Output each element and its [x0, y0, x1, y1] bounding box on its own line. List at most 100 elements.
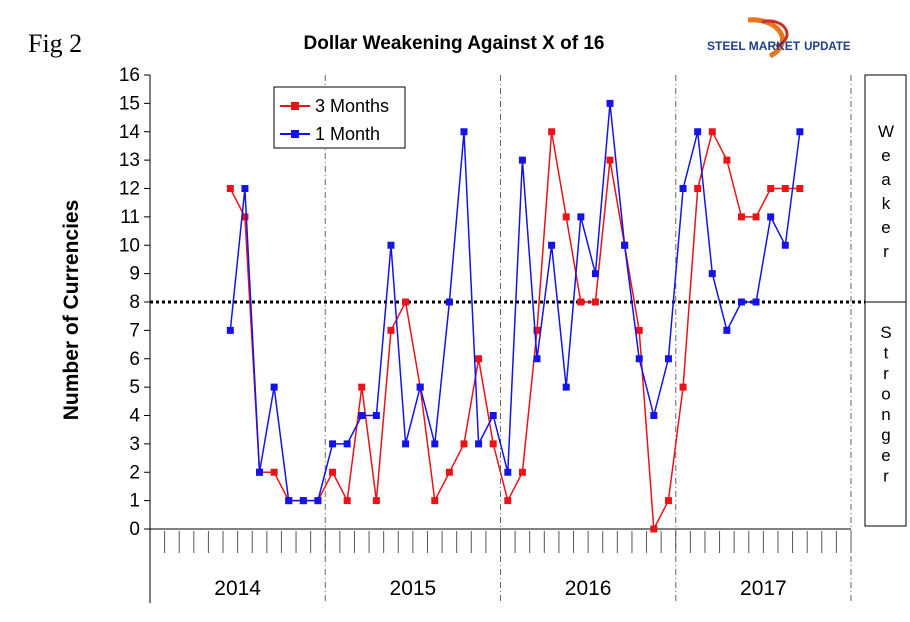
- y-tick-label: 11: [120, 207, 140, 228]
- grid-layer: [150, 75, 906, 603]
- data-point: [343, 497, 351, 505]
- data-point: [475, 355, 483, 363]
- data-point: [387, 326, 395, 334]
- data-point: [796, 128, 804, 136]
- data-point: [737, 213, 745, 221]
- side-panel-box: [864, 74, 907, 527]
- data-point: [518, 468, 526, 476]
- data-point: [270, 468, 278, 476]
- legend-label-1-month: 1 Month: [315, 124, 380, 144]
- data-point: [679, 383, 687, 391]
- y-tick-label: 10: [119, 235, 140, 256]
- y-tick-label: 7: [129, 320, 140, 341]
- data-point: [489, 440, 497, 448]
- data-point: [489, 412, 497, 419]
- side-letter: k: [882, 194, 891, 213]
- data-point: [533, 326, 541, 334]
- series-line-1-month: [229, 103, 801, 502]
- side-letter: e: [881, 218, 890, 237]
- data-point: [591, 270, 599, 278]
- y-tick-label: 6: [129, 349, 140, 370]
- data-point: [650, 412, 658, 419]
- data-point: [329, 468, 337, 476]
- data-point: [708, 270, 716, 278]
- data-point: [314, 497, 322, 505]
- y-tick-label: 15: [119, 93, 140, 114]
- logo-swoosh-icon: [747, 17, 785, 59]
- y-tick-label: 13: [119, 150, 140, 171]
- data-point: [533, 355, 541, 363]
- data-point: [416, 383, 424, 391]
- data-point: [723, 156, 731, 164]
- data-point: [606, 99, 614, 107]
- side-letter: r: [883, 467, 889, 486]
- data-point: [445, 468, 453, 476]
- side-letter: S: [880, 323, 891, 342]
- data-point: [518, 156, 526, 164]
- data-point: [226, 185, 234, 192]
- data-point: [679, 185, 687, 192]
- y-axis-label: Number of Currencies: [60, 200, 83, 421]
- data-point: [694, 185, 702, 192]
- logo-bold-text: STEEL MARKET UPDATE: [707, 39, 851, 53]
- data-point: [241, 185, 249, 192]
- data-point: [664, 497, 672, 505]
- data-point: [767, 213, 775, 221]
- data-point: [270, 383, 278, 391]
- data-point: [621, 241, 629, 249]
- data-point: [241, 213, 249, 221]
- data-point: [562, 213, 570, 221]
- year-label: 2015: [390, 577, 437, 600]
- data-point: [781, 241, 789, 249]
- side-letter: W: [878, 122, 894, 141]
- year-label: 2017: [740, 577, 787, 600]
- side-letter: t: [884, 344, 889, 363]
- data-point: [781, 185, 789, 192]
- side-letter: o: [881, 385, 890, 404]
- data-point: [445, 298, 453, 306]
- data-point: [372, 412, 380, 419]
- data-point: [723, 326, 731, 334]
- data-point: [402, 298, 410, 306]
- series-line-3-months: [229, 129, 800, 532]
- data-point: [387, 241, 395, 249]
- series-layer: [226, 99, 804, 533]
- data-point: [577, 213, 585, 221]
- data-point: [635, 326, 643, 334]
- data-point: [548, 241, 556, 249]
- y-tick-label: 14: [119, 122, 141, 143]
- y-tick-label: 4: [129, 406, 140, 427]
- data-point: [650, 525, 658, 533]
- legend-marker-1-month: [291, 130, 299, 138]
- year-label: 2016: [565, 577, 612, 600]
- data-point: [562, 383, 570, 391]
- data-point: [256, 468, 264, 476]
- legend: 3 Months 1 Month: [273, 86, 406, 149]
- logo: STEEL MARKET UPDATE: [707, 17, 851, 59]
- data-point: [226, 326, 234, 334]
- data-point: [752, 213, 760, 221]
- year-label: 2014: [214, 577, 261, 600]
- y-tick-label: 3: [129, 434, 140, 455]
- side-letter: a: [881, 170, 891, 189]
- data-point: [343, 440, 351, 448]
- side-letter: e: [881, 146, 890, 165]
- data-point: [708, 128, 716, 136]
- data-point: [767, 185, 775, 192]
- figure-label: Fig 2: [28, 29, 82, 58]
- data-point: [299, 497, 307, 505]
- y-tick-label: 12: [119, 179, 140, 200]
- data-point: [577, 298, 585, 306]
- side-letter: r: [883, 364, 889, 383]
- data-point: [752, 298, 760, 306]
- data-point: [431, 440, 439, 448]
- data-point: [460, 440, 468, 448]
- side-letter: e: [881, 446, 890, 465]
- data-point: [460, 128, 468, 136]
- y-tick-label: 2: [129, 462, 140, 483]
- y-tick-label: 5: [129, 377, 140, 398]
- data-point: [285, 497, 293, 505]
